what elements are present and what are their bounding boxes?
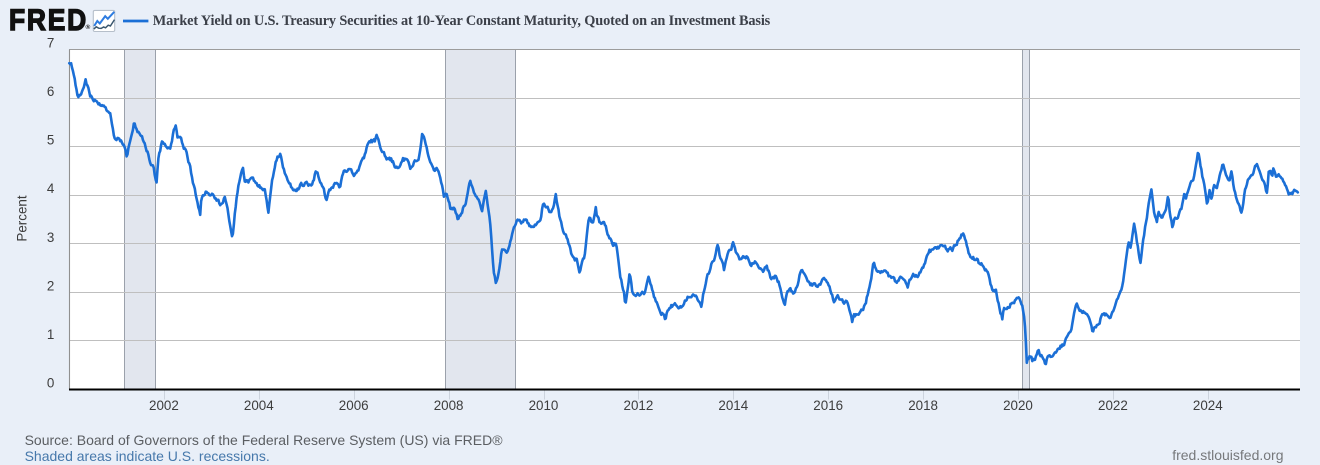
svg-text:0: 0	[47, 375, 54, 390]
svg-text:2004: 2004	[244, 398, 274, 413]
svg-text:2024: 2024	[1193, 398, 1223, 413]
svg-text:3: 3	[47, 230, 54, 245]
svg-text:2022: 2022	[1098, 398, 1128, 413]
svg-text:1: 1	[47, 327, 54, 342]
svg-text:2018: 2018	[908, 398, 938, 413]
svg-text:4: 4	[47, 181, 55, 196]
svg-text:2010: 2010	[529, 398, 559, 413]
svg-text:2008: 2008	[434, 398, 464, 413]
svg-text:2006: 2006	[339, 398, 369, 413]
svg-text:Percent: Percent	[15, 195, 30, 241]
svg-text:5: 5	[47, 133, 54, 148]
svg-text:2: 2	[47, 278, 54, 293]
svg-text:6: 6	[47, 84, 54, 99]
svg-text:7: 7	[47, 36, 54, 51]
svg-text:2016: 2016	[813, 398, 843, 413]
svg-text:2012: 2012	[624, 398, 654, 413]
svg-text:2014: 2014	[718, 398, 748, 413]
svg-text:2020: 2020	[1003, 398, 1033, 413]
svg-text:2002: 2002	[149, 398, 179, 413]
